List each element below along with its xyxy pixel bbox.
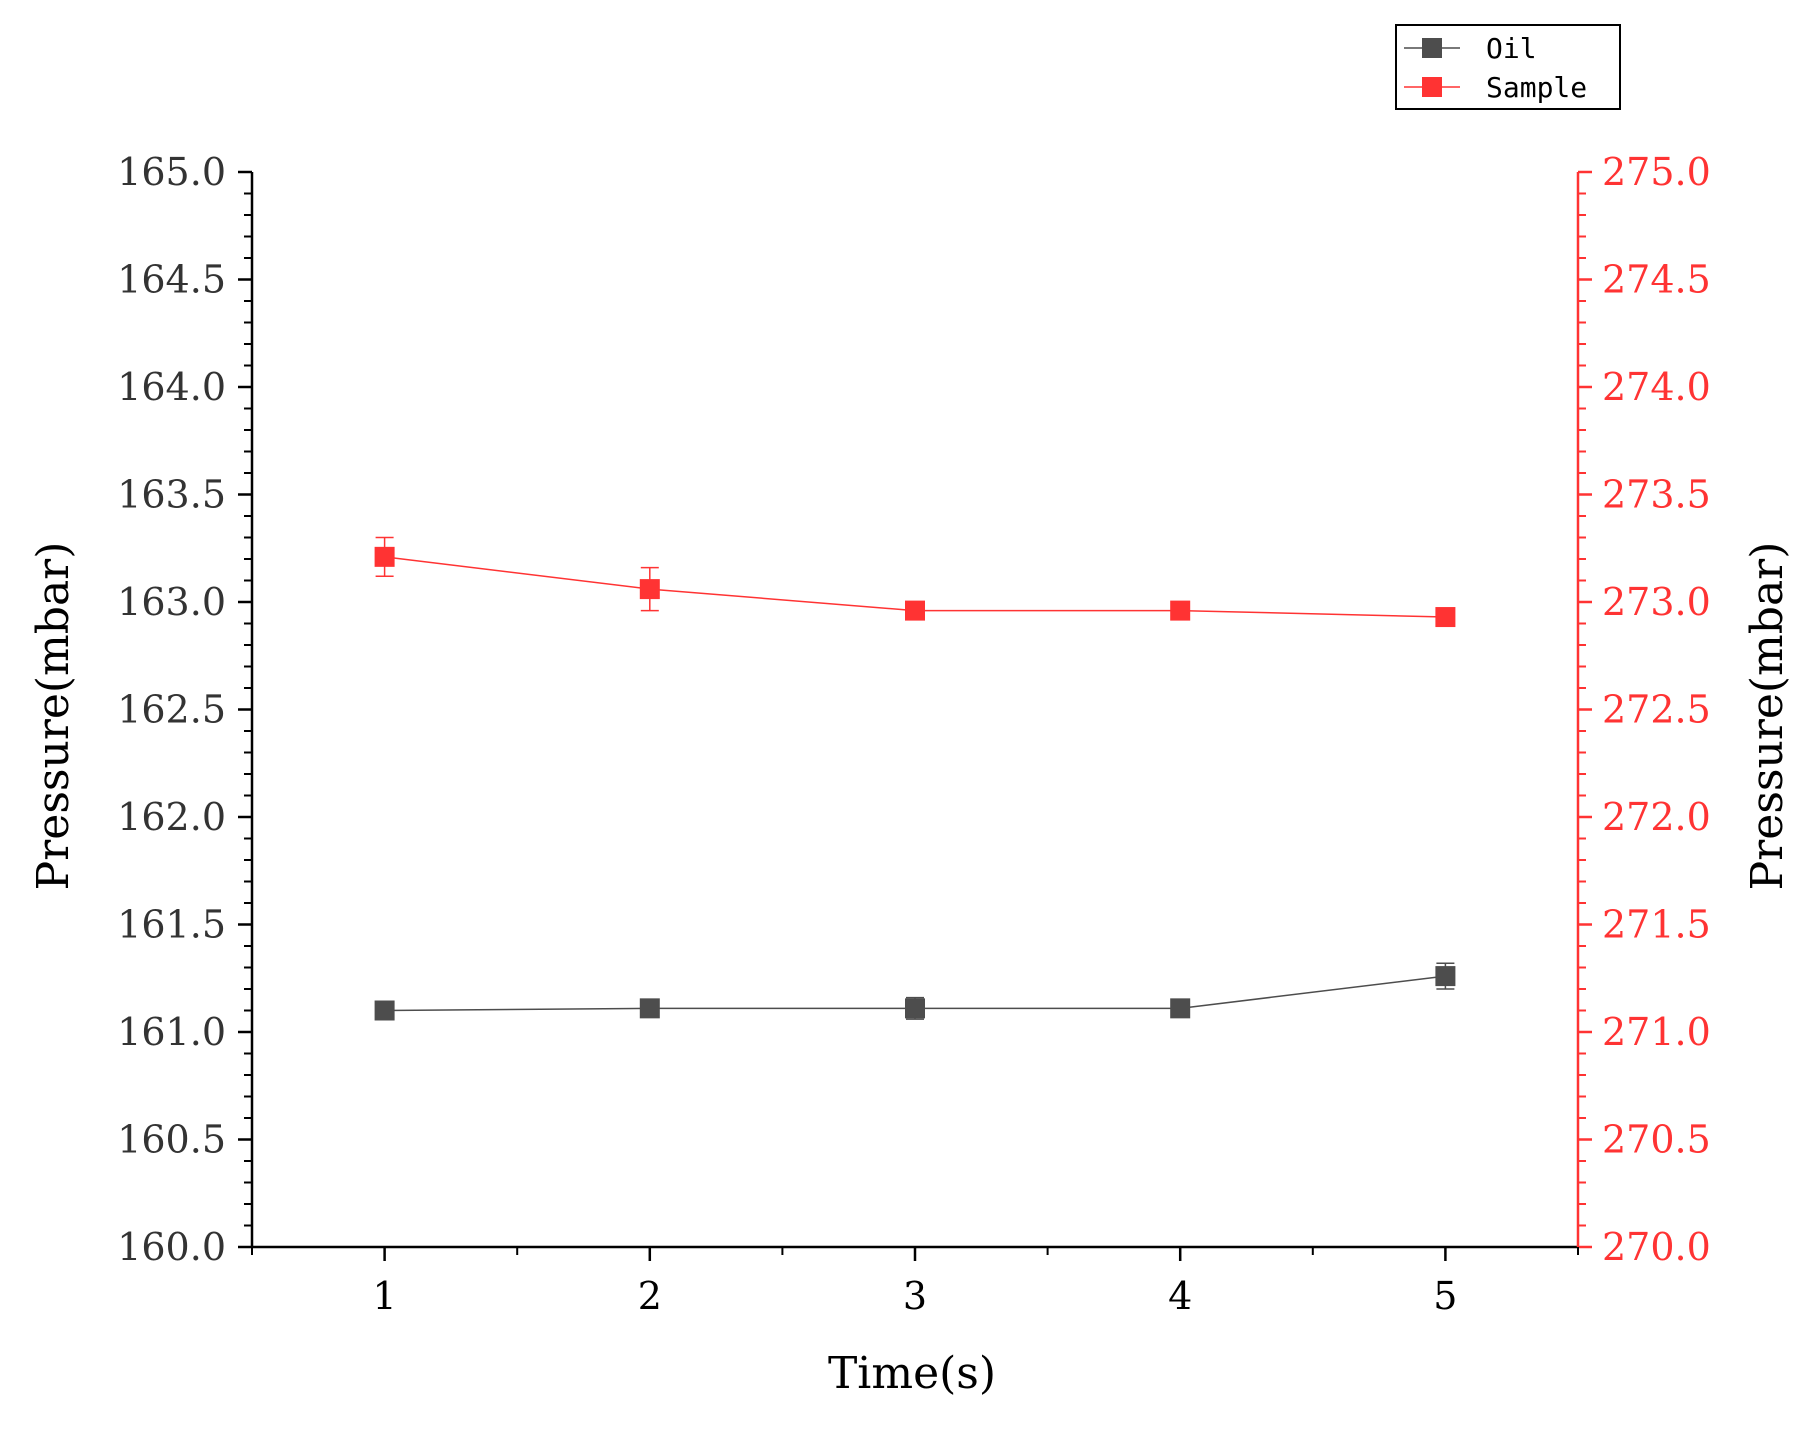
left-tick-label: 161.0 (117, 1010, 226, 1054)
data-point (905, 600, 925, 621)
right-tick-label: 272.5 (1602, 688, 1711, 732)
left-tick-label: 163.5 (117, 473, 226, 517)
left-tick-label: 164.0 (117, 365, 226, 409)
right-tick-label: 271.0 (1602, 1010, 1711, 1054)
right-tick-label: 273.0 (1602, 580, 1711, 624)
x-tick-label: 4 (1168, 1274, 1192, 1318)
x-axis-title: Time(s) (828, 1348, 996, 1399)
data-point (374, 1000, 395, 1021)
right-y-axis-title: Pressure(mbar) (1742, 542, 1793, 891)
left-tick-label: 163.0 (117, 580, 226, 624)
data-point (639, 998, 660, 1019)
series-layer (374, 536, 1456, 1021)
left-tick-label: 164.5 (117, 258, 226, 302)
data-point (1170, 600, 1191, 621)
left-y-axis-title: Pressure(mbar) (28, 542, 79, 891)
legend-sample-label: Sample (1486, 71, 1587, 104)
x-tick-label: 1 (373, 1274, 397, 1318)
data-point (1435, 966, 1456, 987)
left-tick-label: 165.0 (117, 150, 226, 194)
left-tick-label: 160.0 (117, 1225, 226, 1269)
legend-item-oil: Oil (1404, 32, 1537, 65)
right-tick-label: 271.5 (1602, 903, 1711, 947)
left-tick-label: 162.5 (117, 688, 226, 732)
left-y-axis: 160.0 160.5 161.0 161.5 162.0 162.5 163.0 163.5… (117, 150, 252, 1269)
right-tick-label: 270.5 (1602, 1118, 1711, 1162)
legend: Oil Sample (1395, 24, 1621, 110)
right-tick-label: 275.0 (1602, 150, 1711, 194)
legend-oil-label: Oil (1486, 32, 1537, 65)
data-point (374, 546, 395, 567)
data-point (905, 998, 925, 1019)
left-tick-label: 161.5 (117, 903, 226, 947)
x-tick-label: 2 (638, 1274, 662, 1318)
x-tick-label: 5 (1433, 1274, 1457, 1318)
right-tick-label: 272.0 (1602, 795, 1711, 839)
right-tick-label: 270.0 (1602, 1225, 1711, 1269)
right-y-axis: 270.0 270.5 271.0 271.5 272.0 272.5 273.0 273.5… (1578, 150, 1711, 1269)
left-tick-label: 160.5 (117, 1118, 226, 1162)
legend-oil-marker (1422, 38, 1442, 58)
right-tick-label: 274.5 (1602, 258, 1711, 302)
series-oil (374, 962, 1456, 1021)
x-tick-label: 3 (903, 1274, 927, 1318)
plot-frame (250, 172, 1580, 1249)
left-tick-label: 162.0 (117, 795, 226, 839)
legend-sample-marker (1422, 77, 1442, 97)
right-tick-label: 273.5 (1602, 473, 1711, 517)
right-tick-label: 274.0 (1602, 365, 1711, 409)
data-point (1435, 607, 1456, 628)
series-sample (374, 536, 1456, 628)
legend-item-sample: Sample (1404, 71, 1587, 104)
data-point (639, 579, 660, 600)
data-point (1170, 998, 1191, 1019)
x-axis: 1 2 3 4 5 (251, 1247, 1579, 1318)
